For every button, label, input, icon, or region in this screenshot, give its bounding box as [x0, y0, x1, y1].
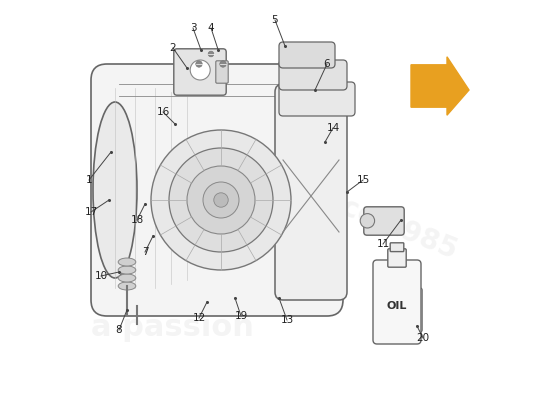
- Text: 7: 7: [142, 247, 148, 257]
- Text: 10: 10: [95, 271, 108, 281]
- FancyBboxPatch shape: [174, 49, 226, 95]
- Ellipse shape: [93, 102, 137, 278]
- FancyBboxPatch shape: [91, 64, 343, 316]
- Circle shape: [208, 51, 214, 57]
- FancyBboxPatch shape: [275, 84, 347, 300]
- Circle shape: [214, 193, 228, 207]
- Circle shape: [169, 148, 273, 252]
- Text: 14: 14: [326, 123, 340, 133]
- Text: 11: 11: [376, 239, 389, 249]
- Text: 3: 3: [190, 23, 196, 33]
- Text: 19: 19: [234, 311, 248, 321]
- Text: 16: 16: [156, 107, 169, 117]
- Ellipse shape: [118, 274, 136, 282]
- Text: 20: 20: [416, 333, 430, 343]
- Text: 12: 12: [192, 313, 206, 323]
- Text: 4: 4: [208, 23, 214, 33]
- FancyBboxPatch shape: [388, 249, 406, 267]
- FancyBboxPatch shape: [373, 260, 421, 344]
- Text: 5: 5: [272, 15, 278, 25]
- Circle shape: [220, 61, 226, 67]
- FancyBboxPatch shape: [279, 60, 347, 90]
- Circle shape: [360, 214, 375, 228]
- Text: 8: 8: [116, 325, 122, 335]
- Polygon shape: [411, 57, 469, 115]
- FancyBboxPatch shape: [279, 82, 355, 116]
- Circle shape: [196, 61, 202, 67]
- Text: 18: 18: [130, 215, 144, 225]
- FancyBboxPatch shape: [216, 61, 228, 83]
- FancyBboxPatch shape: [412, 288, 422, 332]
- Text: OIL: OIL: [387, 301, 407, 311]
- Text: since 1985: since 1985: [295, 176, 461, 264]
- Ellipse shape: [118, 282, 136, 290]
- Text: 15: 15: [356, 175, 370, 185]
- Circle shape: [190, 60, 210, 80]
- Circle shape: [203, 182, 239, 218]
- Text: 17: 17: [84, 207, 98, 217]
- Circle shape: [151, 130, 291, 270]
- FancyBboxPatch shape: [364, 207, 404, 235]
- Text: 6: 6: [324, 59, 331, 69]
- Text: 1: 1: [86, 175, 92, 185]
- FancyBboxPatch shape: [279, 42, 335, 68]
- Ellipse shape: [118, 258, 136, 266]
- Text: 13: 13: [280, 315, 294, 325]
- Text: a passion: a passion: [91, 314, 254, 342]
- Text: eurosp: eurosp: [91, 166, 295, 218]
- FancyBboxPatch shape: [390, 243, 404, 252]
- Text: 2: 2: [170, 43, 177, 53]
- Ellipse shape: [118, 266, 136, 274]
- Circle shape: [187, 166, 255, 234]
